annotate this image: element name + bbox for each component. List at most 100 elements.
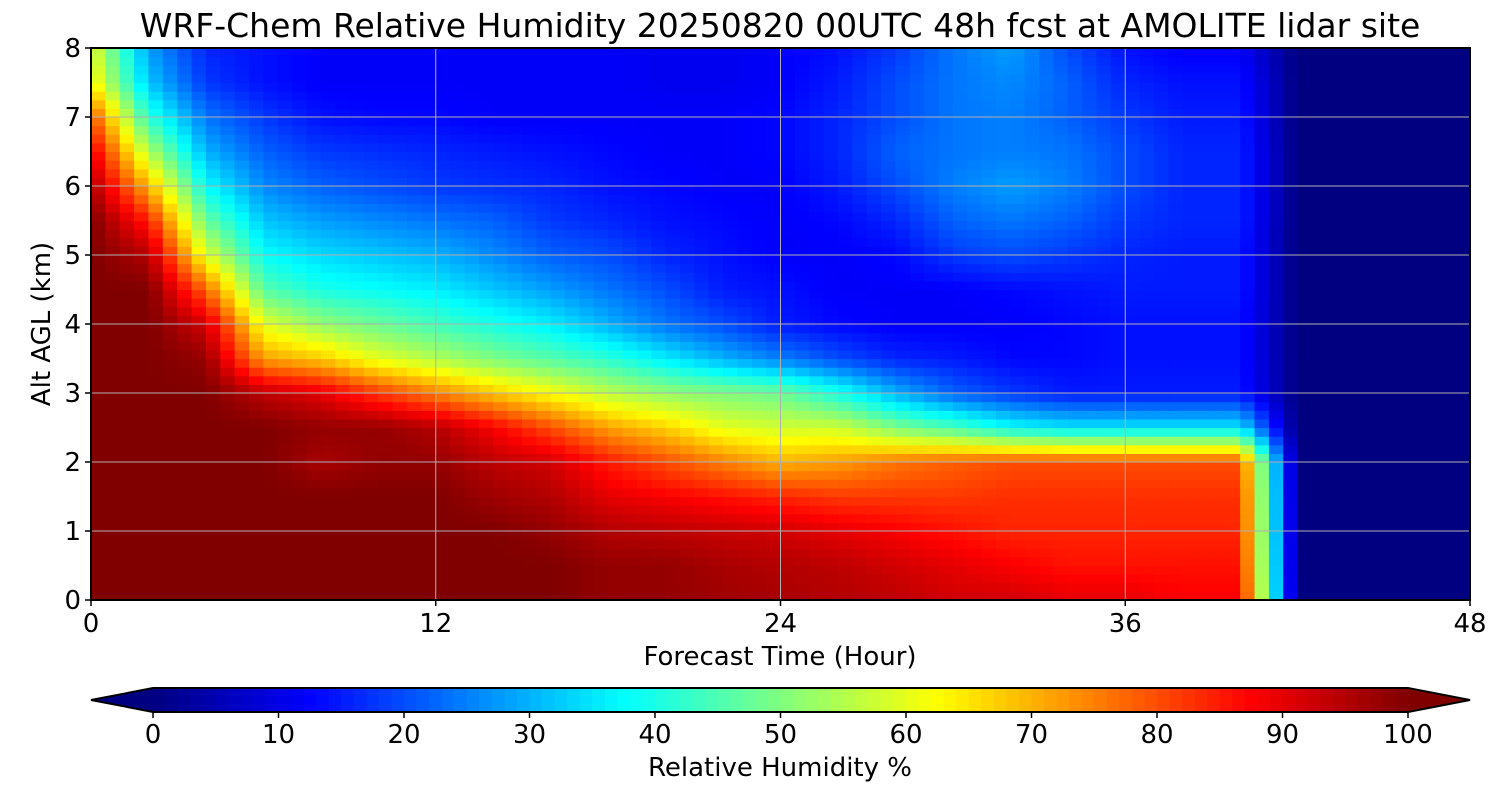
heatmap-cell xyxy=(521,358,537,368)
heatmap-cell xyxy=(1225,496,1241,506)
heatmap-cell xyxy=(1383,384,1399,394)
heatmap-cell xyxy=(952,453,968,463)
heatmap-cell xyxy=(220,186,236,196)
heatmap-cell xyxy=(277,315,293,325)
heatmap-cell xyxy=(679,470,695,480)
heatmap-cell xyxy=(91,470,106,480)
heatmap-cell xyxy=(1441,487,1457,498)
heatmap-cell xyxy=(1225,203,1241,213)
heatmap-cell xyxy=(737,401,753,411)
heatmap-cell xyxy=(450,194,466,204)
heatmap-cell xyxy=(794,522,810,532)
heatmap-cell xyxy=(708,186,724,196)
heatmap-cell xyxy=(1139,229,1155,239)
heatmap-cell xyxy=(249,341,264,351)
heatmap-cell xyxy=(823,470,839,480)
heatmap-cell xyxy=(1225,479,1241,489)
heatmap-cell xyxy=(464,470,480,480)
heatmap-cell xyxy=(1067,246,1083,256)
heatmap-cell xyxy=(349,427,365,437)
heatmap-cell xyxy=(1326,462,1342,472)
heatmap-cell xyxy=(952,384,968,394)
heatmap-cell xyxy=(119,496,135,506)
heatmap-cell xyxy=(1039,263,1055,273)
heatmap-cell xyxy=(1139,522,1155,532)
heatmap-cell xyxy=(924,186,940,196)
heatmap-cell xyxy=(593,479,609,489)
heatmap-cell xyxy=(378,315,394,325)
heatmap-cell xyxy=(981,513,997,523)
heatmap-cell xyxy=(837,375,853,385)
heatmap-cell xyxy=(1153,160,1169,170)
heatmap-cell xyxy=(148,410,164,420)
heatmap-cell xyxy=(694,444,710,454)
heatmap-cell xyxy=(1153,393,1169,403)
heatmap-cell xyxy=(363,160,379,170)
heatmap-cell xyxy=(1455,358,1471,368)
heatmap-cell xyxy=(794,341,810,351)
heatmap-cell xyxy=(579,315,595,325)
heatmap-cell xyxy=(407,539,422,549)
heatmap-cell xyxy=(981,427,997,437)
heatmap-cell xyxy=(1340,496,1356,506)
heatmap-cell xyxy=(1455,332,1471,342)
heatmap-cell xyxy=(191,272,207,282)
heatmap-cell xyxy=(306,548,322,558)
heatmap-cell xyxy=(837,436,853,446)
heatmap-cell xyxy=(378,496,394,506)
heatmap-cell xyxy=(952,531,968,541)
heatmap-cell xyxy=(292,272,308,282)
heatmap-cell xyxy=(320,548,336,558)
heatmap-cell xyxy=(636,341,652,351)
heatmap-cell xyxy=(952,565,968,575)
heatmap-cell xyxy=(507,324,523,334)
heatmap-cell xyxy=(823,263,839,273)
heatmap-cell xyxy=(1441,220,1457,230)
heatmap-cell xyxy=(881,505,897,515)
heatmap-cell xyxy=(938,565,954,575)
heatmap-cell xyxy=(435,462,451,472)
heatmap-cell xyxy=(435,341,451,351)
heatmap-cell xyxy=(651,496,667,506)
heatmap-cell xyxy=(435,505,451,515)
heatmap-cell xyxy=(292,496,308,506)
heatmap-cell xyxy=(780,168,796,178)
heatmap-cell xyxy=(622,263,638,273)
heatmap-cell xyxy=(1441,410,1457,420)
heatmap-cell xyxy=(679,410,695,420)
heatmap-cell xyxy=(392,324,408,334)
heatmap-cell xyxy=(1355,410,1371,420)
heatmap-cell xyxy=(1455,479,1471,489)
heatmap-cell xyxy=(1254,168,1270,178)
heatmap-cell xyxy=(464,229,480,239)
heatmap-cell xyxy=(134,246,150,256)
heatmap-cell xyxy=(119,263,135,273)
heatmap-cell xyxy=(823,384,839,394)
heatmap-cell xyxy=(823,556,839,567)
heatmap-cell xyxy=(1024,556,1040,567)
heatmap-cell xyxy=(751,341,767,351)
heatmap-cell xyxy=(1067,539,1083,549)
heatmap-cell xyxy=(177,289,193,299)
heatmap-cell xyxy=(1197,436,1213,446)
heatmap-cell xyxy=(593,384,609,394)
heatmap-cell xyxy=(1067,237,1083,247)
heatmap-cell xyxy=(177,444,193,454)
heatmap-cell xyxy=(119,513,135,523)
heatmap-cell xyxy=(579,237,595,247)
heatmap-cell xyxy=(1412,246,1428,256)
heatmap-cell xyxy=(593,462,609,472)
heatmap-cell xyxy=(909,246,925,256)
heatmap-cell xyxy=(1153,220,1169,230)
heatmap-cell xyxy=(1412,349,1428,360)
heatmap-cell xyxy=(938,151,954,161)
heatmap-cell xyxy=(809,255,825,265)
heatmap-cell xyxy=(220,315,236,325)
heatmap-cell xyxy=(766,574,782,584)
heatmap-cell xyxy=(1326,280,1342,291)
heatmap-cell xyxy=(794,531,810,541)
heatmap-cell xyxy=(105,539,121,549)
heatmap-cell xyxy=(1455,384,1471,394)
heatmap-cell xyxy=(162,315,178,325)
heatmap-cell xyxy=(234,548,250,558)
